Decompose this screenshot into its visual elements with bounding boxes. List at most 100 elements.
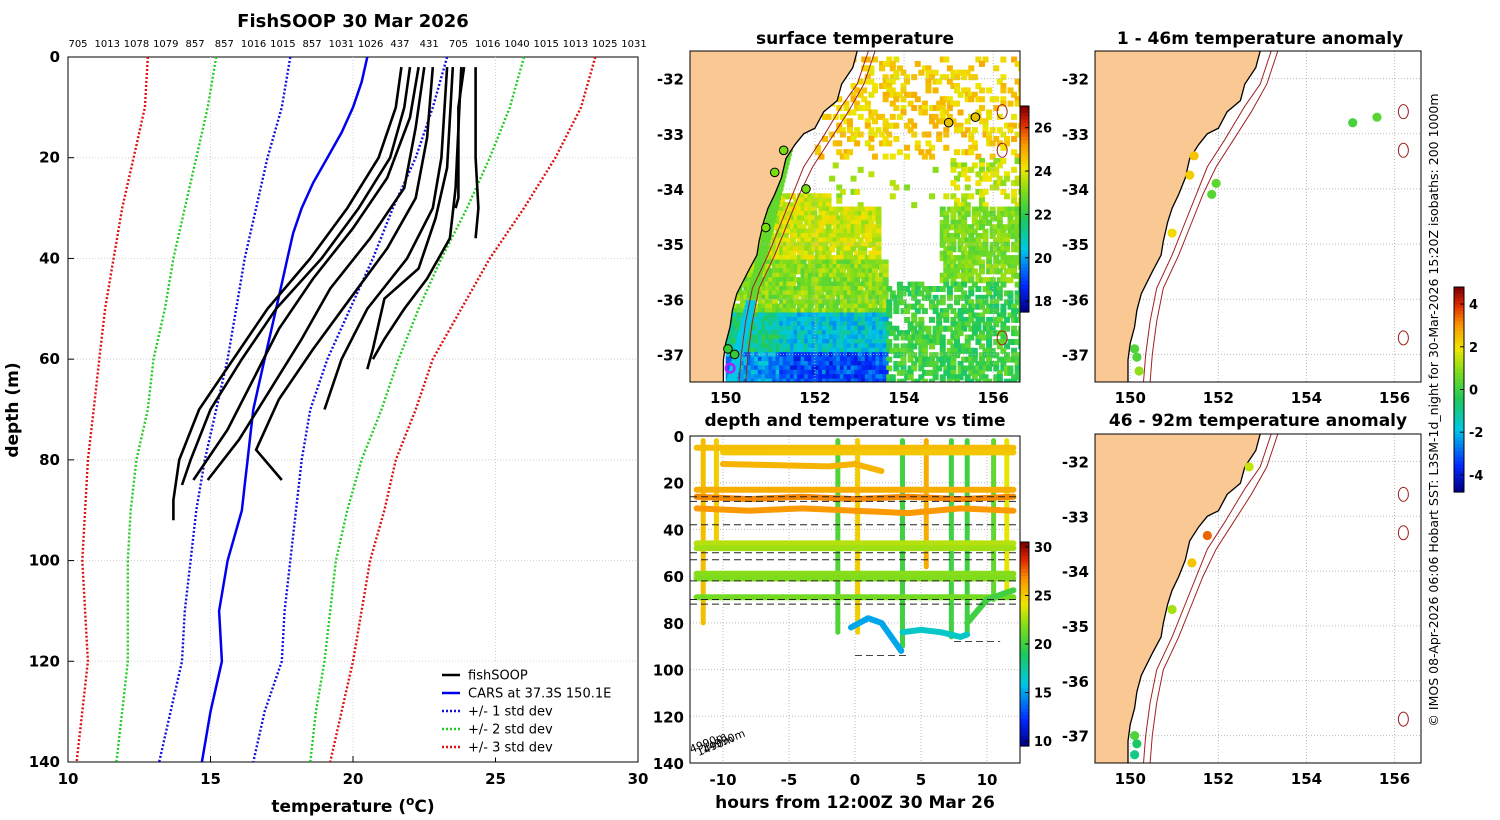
colorbar-segment xyxy=(1020,147,1029,152)
sst-pixel xyxy=(921,325,928,332)
sst-pixel xyxy=(868,286,875,293)
sst-pixel xyxy=(964,69,971,76)
sst-pixel xyxy=(954,224,960,231)
sst-pixel xyxy=(850,246,857,253)
sst-pixel xyxy=(857,343,864,350)
sst-pixel xyxy=(993,255,1000,262)
sst-pixel xyxy=(1011,246,1018,253)
map-inner xyxy=(1095,434,1421,763)
colorbar-segment xyxy=(1020,742,1029,747)
sst-pixel xyxy=(764,347,771,354)
sst-pixel xyxy=(843,250,850,257)
sst-pixel xyxy=(829,378,836,382)
sst-pixel xyxy=(729,316,736,323)
sst-pixel xyxy=(1011,268,1018,275)
sst-pixel xyxy=(818,246,825,253)
sst-pixel xyxy=(971,206,978,213)
sst-pixel xyxy=(911,131,918,138)
sst-pixel xyxy=(1014,237,1020,244)
sst-pixel xyxy=(907,369,914,376)
sst-pixel xyxy=(986,259,993,266)
sst-pixel xyxy=(864,224,871,231)
sst-pixel xyxy=(1003,224,1010,231)
sst-pixel xyxy=(843,210,850,217)
sst-pixel xyxy=(907,118,914,125)
sst-pixel xyxy=(775,281,782,288)
sst-pixel xyxy=(832,316,839,323)
sst-pixel xyxy=(957,109,964,116)
sst-pixel xyxy=(882,140,889,147)
sst-pixel xyxy=(1018,65,1020,72)
sst-pixel xyxy=(804,361,811,368)
sst-pixel xyxy=(793,294,800,301)
sst-pixel xyxy=(832,325,839,332)
sst-pixel xyxy=(797,369,804,376)
sst-pixel xyxy=(850,255,857,262)
sst-pixel xyxy=(968,74,975,81)
sst-pixel xyxy=(829,290,836,297)
sst-pixel xyxy=(800,255,807,262)
sst-pixel xyxy=(939,378,946,382)
sst-pixel xyxy=(978,206,985,213)
sst-pixel xyxy=(789,202,796,209)
sst-pixel xyxy=(832,241,839,248)
sst-pixel xyxy=(871,131,878,138)
sst-pixel xyxy=(1014,228,1020,235)
colorbar-tick-label: 30 xyxy=(1034,541,1052,556)
sst-pixel xyxy=(779,237,786,244)
sst-coastal xyxy=(742,313,753,320)
sst-pixel xyxy=(882,82,889,89)
sst-pixel xyxy=(807,369,814,376)
sst-pixel xyxy=(800,202,807,209)
sst-pixel xyxy=(846,369,853,376)
sst-pixel xyxy=(854,250,861,257)
sst-pixel xyxy=(818,321,825,328)
sst-pixel xyxy=(939,56,946,63)
land xyxy=(690,51,1020,382)
sst-pixel xyxy=(964,347,971,354)
sst-pixel xyxy=(797,316,804,323)
colorbar-segment xyxy=(1454,324,1464,329)
sst-pixel xyxy=(782,281,789,288)
sst-pixel xyxy=(804,378,811,382)
sst-pixel xyxy=(789,361,796,368)
sst-pixel xyxy=(1000,347,1007,354)
sst-pixel xyxy=(964,294,971,301)
sst-pixel xyxy=(843,259,850,266)
sst-pixel xyxy=(854,105,861,112)
sst-pixel xyxy=(732,316,739,323)
sst-pixel xyxy=(818,237,825,244)
sst-pixel xyxy=(857,131,864,138)
sst-pixel xyxy=(968,233,975,240)
sst-pixel xyxy=(782,303,789,310)
sst-pixel xyxy=(846,281,853,288)
sst-pixel xyxy=(839,206,846,213)
sst-pixel xyxy=(975,96,982,103)
sst-pixel xyxy=(843,352,850,359)
sst-pixel xyxy=(764,255,771,262)
sst-pixel xyxy=(1000,259,1007,266)
station-marker xyxy=(769,167,780,178)
sst-pixel xyxy=(875,334,882,341)
sst-pixel xyxy=(950,334,957,341)
lat-label: -33 xyxy=(1062,508,1089,526)
sst-pixel xyxy=(982,246,989,253)
sst-pixel xyxy=(946,241,953,248)
sst-pixel xyxy=(779,378,786,382)
sst-pixel xyxy=(775,210,782,217)
sst-pixel xyxy=(836,334,843,341)
sst-pixel xyxy=(861,338,868,345)
sst-pixel xyxy=(986,250,993,257)
sst-pixel xyxy=(864,56,871,63)
sst-pixel xyxy=(846,299,853,306)
sst-pixel xyxy=(854,343,861,350)
sst-pixel xyxy=(882,272,889,279)
sst-pixel xyxy=(779,374,786,381)
sst-pixel xyxy=(904,347,911,354)
sst-pixel xyxy=(893,184,900,191)
sst-pixel xyxy=(864,343,871,350)
sst-pixel xyxy=(750,316,757,323)
isobath xyxy=(1149,434,1279,763)
sst-pixel xyxy=(900,352,907,359)
sst-pixel xyxy=(1014,233,1020,240)
